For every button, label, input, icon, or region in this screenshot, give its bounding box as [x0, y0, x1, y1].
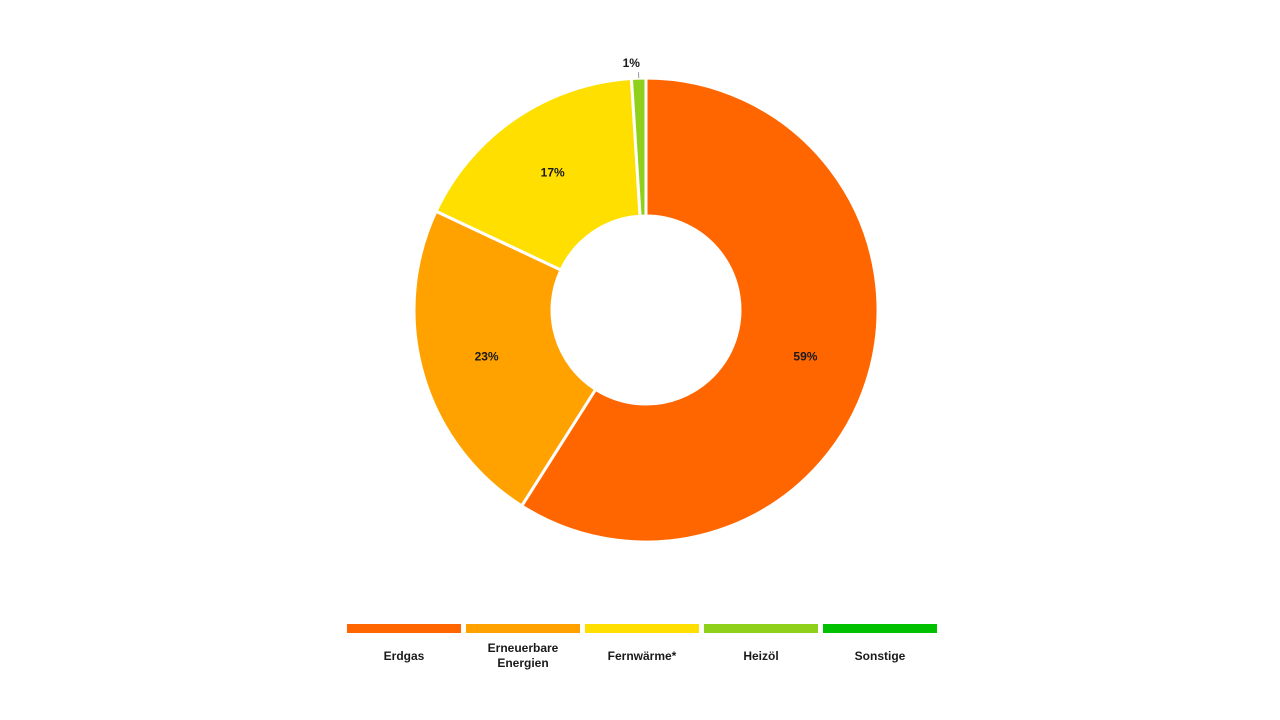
legend-swatch-fernwaerme: [585, 624, 699, 633]
slice-label-heizoel: 1%: [623, 56, 641, 70]
legend-item-sonstige[interactable]: Sonstige: [823, 624, 937, 676]
legend-item-heizoel[interactable]: Heizöl: [704, 624, 818, 676]
slice-erneuerbare-energien[interactable]: [412, 209, 598, 508]
donut-chart: 59% 23% 17% 1%: [412, 56, 880, 544]
legend-label-fernwaerme: Fernwärme*: [607, 648, 677, 663]
legend-label-erneuerbare-energien: Erneuerbare Energien: [487, 641, 559, 670]
slice-erdgas[interactable]: [520, 76, 880, 544]
legend-item-erdgas[interactable]: Erdgas: [347, 624, 461, 676]
legend-swatch-erdgas: [347, 624, 461, 633]
legend-swatch-sonstige: [823, 624, 937, 633]
legend-swatch-erneuerbare-energien: [466, 624, 580, 633]
legend-label-erdgas: Erdgas: [383, 648, 425, 663]
slice-heizoel[interactable]: [629, 76, 648, 218]
slice-label-erdgas: 59%: [793, 349, 817, 363]
legend-item-erneuerbare-energien[interactable]: Erneuerbare Energien: [466, 624, 580, 676]
slice-label-fernwaerme: 17%: [541, 166, 565, 180]
legend-label-heizoel: Heizöl: [743, 648, 779, 663]
legend-item-fernwaerme[interactable]: Fernwärme*: [585, 624, 699, 676]
legend-label-sonstige: Sonstige: [854, 648, 906, 663]
donut-slices: [412, 76, 880, 544]
slice-labels: 59% 23% 17% 1%: [475, 56, 818, 363]
legend-swatch-heizoel: [704, 624, 818, 633]
slice-fernwaerme[interactable]: [434, 76, 642, 272]
legend: Erdgas Erneuerbare Energien Fernwärme* H…: [347, 624, 937, 676]
slice-label-erneuerbare-energien: 23%: [475, 349, 499, 363]
